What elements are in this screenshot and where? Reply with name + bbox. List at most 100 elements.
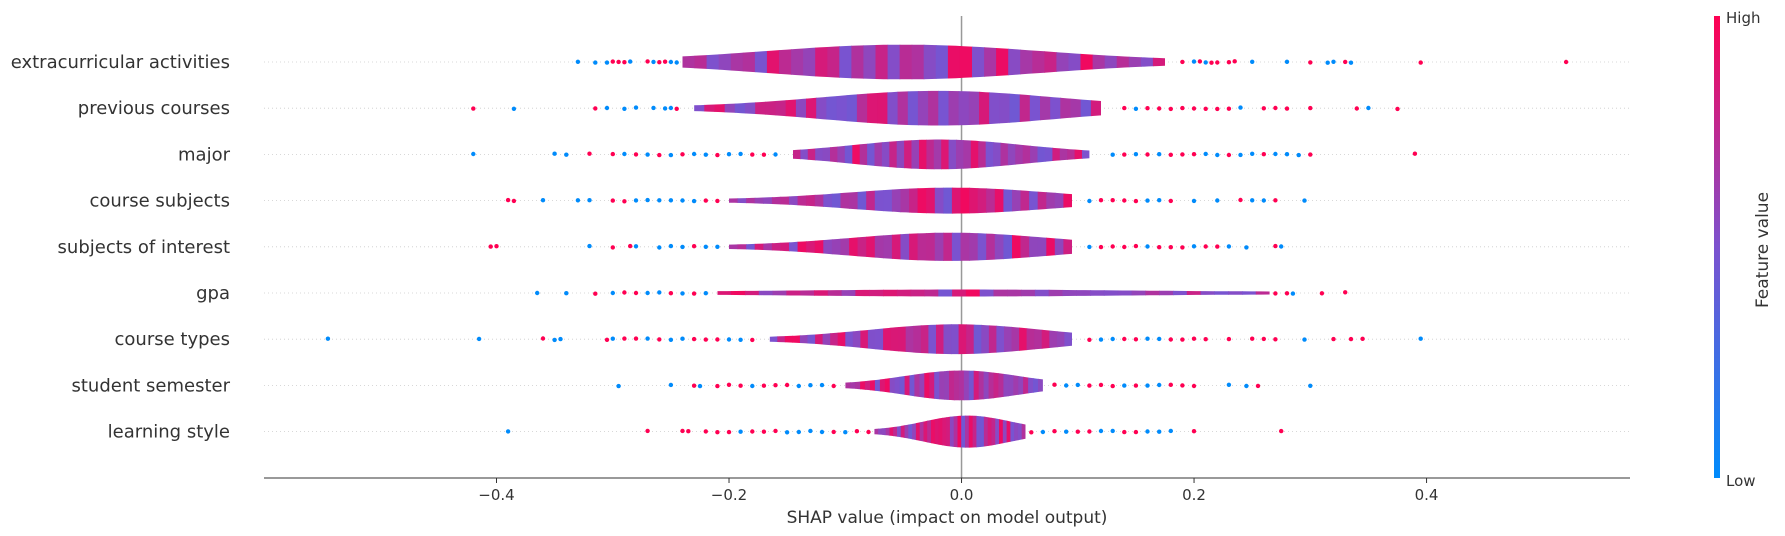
outlier-point bbox=[1250, 59, 1255, 64]
violin-subjects-of-interest bbox=[729, 232, 1072, 261]
violin-segment bbox=[1007, 289, 1022, 297]
violin-segment bbox=[933, 139, 942, 170]
violin-segment bbox=[908, 415, 913, 448]
outlier-point bbox=[1157, 198, 1162, 203]
violin-segment bbox=[1074, 139, 1083, 170]
violin-segment bbox=[1026, 324, 1035, 355]
violin-segment bbox=[951, 232, 962, 261]
violin-segment bbox=[947, 44, 961, 80]
violin-segment bbox=[814, 232, 824, 261]
violin-segment bbox=[800, 289, 815, 297]
violin-segment bbox=[1034, 289, 1050, 297]
violin-segment bbox=[969, 232, 979, 261]
violin-segment bbox=[789, 232, 799, 261]
violin-segment bbox=[704, 90, 716, 126]
outlier-point bbox=[866, 429, 871, 435]
violin-segment bbox=[822, 324, 831, 355]
violin-segment bbox=[1037, 232, 1047, 261]
outlier-point bbox=[808, 428, 813, 434]
violin-segment bbox=[954, 370, 960, 401]
outlier-point bbox=[674, 60, 679, 65]
outlier-point bbox=[505, 429, 511, 434]
outlier-point bbox=[773, 152, 778, 157]
outlier-point bbox=[1052, 382, 1057, 387]
violin-segment bbox=[1046, 232, 1056, 261]
violin-segment bbox=[837, 139, 846, 170]
outlier-point bbox=[1209, 60, 1214, 65]
outlier-point bbox=[1168, 198, 1174, 204]
violin-segment bbox=[746, 187, 756, 214]
violin-segment bbox=[746, 232, 756, 261]
violin-segment bbox=[919, 370, 925, 401]
violin-segment bbox=[946, 415, 951, 448]
violin-segment bbox=[887, 44, 901, 80]
violin-segment bbox=[1128, 44, 1142, 80]
violin-segment bbox=[1028, 370, 1034, 401]
outlier-point bbox=[1226, 244, 1232, 249]
violin-segment bbox=[869, 289, 884, 297]
feature-label: course subjects bbox=[89, 191, 230, 212]
outlier-point bbox=[1284, 106, 1290, 111]
outlier-point bbox=[1395, 106, 1400, 112]
outlier-point bbox=[1087, 244, 1092, 250]
x-axis-ticks: −0.4 −0.2 0.0 0.2 0.4 bbox=[478, 478, 1438, 504]
outlier-point bbox=[1203, 151, 1208, 157]
violin-segment bbox=[1009, 90, 1021, 126]
x-tick-label: 0.0 bbox=[950, 486, 974, 504]
outlier-point bbox=[575, 198, 581, 203]
violin-segment bbox=[1014, 415, 1019, 448]
colorbar-low-label: Low bbox=[1726, 472, 1756, 490]
outlier-point bbox=[494, 244, 499, 249]
outlier-point bbox=[610, 151, 615, 157]
outlier-point bbox=[1145, 383, 1150, 388]
violin-segment bbox=[792, 324, 801, 355]
outlier-point bbox=[552, 337, 557, 343]
violin-segment bbox=[863, 44, 877, 80]
outlier-point bbox=[622, 199, 627, 204]
violin-segment bbox=[942, 415, 947, 448]
outlier-point bbox=[1244, 245, 1249, 250]
violin-segment bbox=[943, 324, 952, 355]
violin-segment bbox=[775, 90, 787, 126]
violin-segment bbox=[1029, 90, 1041, 126]
violin-segment bbox=[1090, 90, 1101, 126]
violin-segment bbox=[923, 415, 928, 448]
violin-segment bbox=[737, 232, 747, 261]
violin-segment bbox=[939, 370, 945, 401]
outlier-point bbox=[750, 152, 755, 157]
violin-segment bbox=[917, 187, 927, 214]
violin-segment bbox=[874, 415, 879, 448]
violin-segment bbox=[855, 370, 861, 401]
outlier-point bbox=[1308, 383, 1313, 388]
violin-segment bbox=[827, 44, 840, 80]
violin-segment bbox=[996, 44, 1009, 80]
outlier-point bbox=[1145, 106, 1150, 111]
violin-segment bbox=[852, 139, 861, 170]
violin-segment bbox=[965, 415, 970, 448]
outlier-point bbox=[1308, 105, 1313, 111]
outlier-point bbox=[691, 244, 697, 249]
violin-segment bbox=[841, 289, 856, 297]
outlier-point bbox=[1133, 106, 1139, 112]
violin-segment bbox=[1015, 139, 1024, 170]
violin-segment bbox=[920, 324, 929, 355]
outlier-point bbox=[488, 244, 493, 249]
outlier-point bbox=[668, 198, 674, 203]
outlier-point bbox=[1122, 383, 1127, 388]
violin-segment bbox=[1012, 232, 1022, 261]
outlier-point bbox=[726, 152, 732, 157]
violin-segment bbox=[924, 289, 939, 297]
violin-segment bbox=[806, 232, 816, 261]
outlier-point bbox=[680, 152, 685, 157]
violin-gpa bbox=[717, 289, 1270, 297]
outlier-point bbox=[691, 383, 697, 388]
violin-segment bbox=[968, 415, 974, 448]
violin-segment bbox=[910, 289, 926, 297]
violin-segment bbox=[763, 187, 773, 214]
violin-segment bbox=[900, 232, 910, 261]
outlier-point bbox=[1052, 429, 1057, 434]
feature-label: subjects of interest bbox=[58, 237, 230, 258]
outlier-point bbox=[535, 290, 540, 296]
violin-segment bbox=[912, 415, 917, 448]
outlier-point bbox=[703, 291, 708, 296]
